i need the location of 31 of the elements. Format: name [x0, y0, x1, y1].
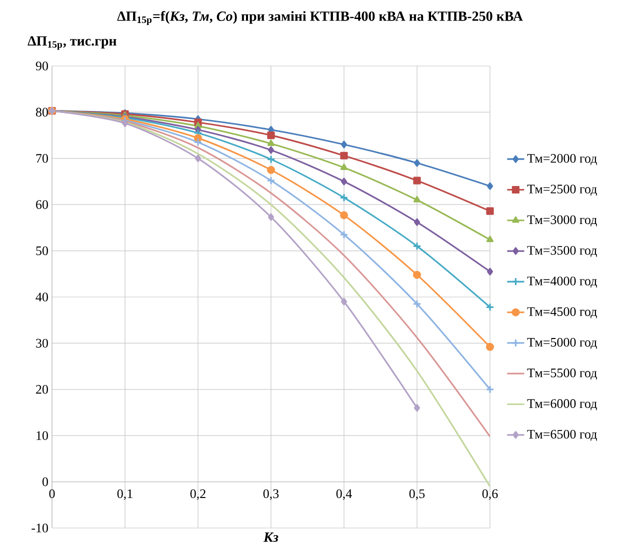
y-tick-label: 50 — [36, 246, 48, 256]
x-tick-label: 0,6 — [482, 489, 498, 500]
legend-label: Тм=6500 год — [527, 430, 597, 441]
legend-label: Тм=5500 год — [527, 368, 597, 380]
legend-label: Тм=5000 год — [527, 338, 597, 350]
legend-label: Тм=2000 год — [527, 154, 597, 166]
y-axis-title: ΔП$_{15р}$, тис.грн — [28, 36, 116, 50]
x-tick-label: 0,2 — [190, 489, 206, 500]
legend-label: Тм=6000 год — [527, 399, 597, 410]
y-tick-label: 0 — [42, 477, 48, 486]
legend-label: Тм=3500 год — [527, 246, 597, 258]
y-tick-label: 10 — [36, 431, 48, 440]
chart-title: ΔП$_{15р}$=f(Кз, Тм, Со) при заміні КТПВ-400 кВА на КТПВ-250 кВА — [117, 10, 523, 26]
x-tick-label: 0,4 — [336, 489, 352, 500]
legend-label: Тм=2500 год — [527, 184, 597, 196]
legend-label: Тм=3000 год — [527, 215, 597, 226]
y-tick-label: -10 — [32, 524, 48, 532]
x-axis-title: Кз — [263, 532, 278, 542]
x-tick-label: 0,3 — [263, 489, 279, 500]
y-tick-label: 90 — [36, 62, 48, 70]
x-tick-label: 0,1 — [117, 489, 132, 500]
x-tick-label: 0 — [49, 489, 55, 498]
y-tick-label: 30 — [36, 338, 48, 348]
legend-label: Тм=4000 год — [527, 276, 597, 288]
y-tick-label: 60 — [36, 200, 48, 209]
y-tick-label: 80 — [36, 108, 48, 117]
x-tick-label: 0,5 — [409, 489, 425, 500]
y-tick-label: 70 — [36, 154, 48, 163]
legend-label: Тм=4500 год — [527, 307, 597, 318]
y-tick-label: 20 — [36, 385, 48, 394]
y-tick-label: 40 — [36, 292, 48, 302]
